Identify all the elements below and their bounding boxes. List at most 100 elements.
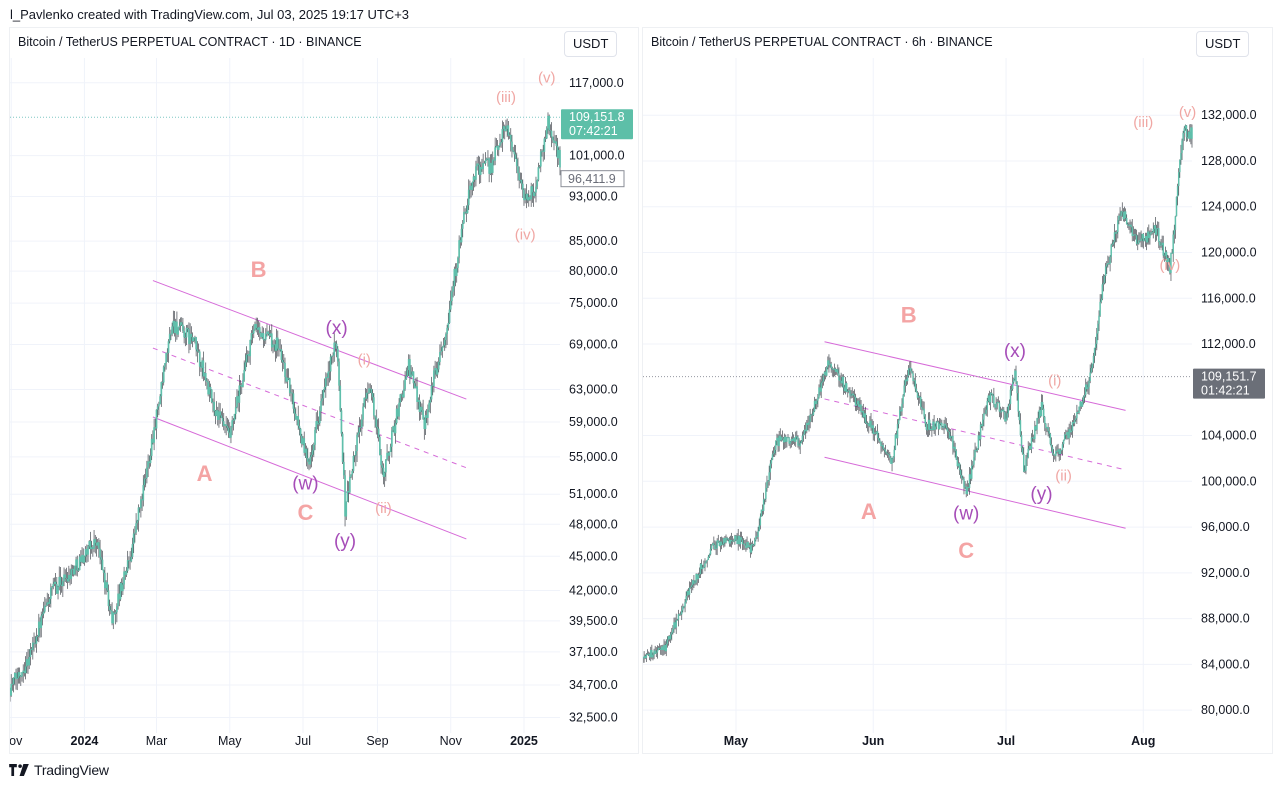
candle-body: [269, 333, 272, 336]
candle-body: [123, 571, 125, 585]
candle-body: [939, 422, 942, 424]
candle-body: [162, 366, 165, 383]
wave-label[interactable]: C: [297, 500, 313, 525]
candle-body: [999, 411, 1002, 413]
candle-body: [854, 396, 857, 406]
wave-label[interactable]: (iii): [1133, 114, 1153, 131]
candle-body: [340, 410, 343, 434]
candle-body: [1007, 405, 1010, 414]
candle-body: [338, 361, 340, 386]
wave-label[interactable]: (y): [334, 531, 356, 552]
candle-body: [657, 647, 660, 651]
wave-label[interactable]: A: [197, 461, 213, 486]
x-tick-label: May: [218, 734, 242, 748]
chart-canvas-1d[interactable]: 117,000.0 101,000.0 93,000.0 85,000.0 80,000…: [10, 28, 638, 753]
wave-label[interactable]: (v): [538, 70, 556, 87]
channel-line[interactable]: [824, 456, 1126, 529]
candle-body: [835, 369, 838, 372]
candle-body: [711, 543, 714, 546]
candle-body: [359, 427, 362, 429]
channel-line[interactable]: [824, 398, 1126, 471]
currency-button-1d[interactable]: USDT: [564, 31, 618, 57]
candle-body: [700, 563, 703, 570]
candle-body: [188, 329, 190, 345]
candle-body: [1039, 409, 1042, 417]
y-tick-label: 117,000.0: [569, 76, 624, 90]
candle-body: [1139, 240, 1141, 242]
wave-label[interactable]: (i): [1048, 373, 1061, 390]
wave-label[interactable]: (v): [1179, 104, 1197, 121]
tradingview-footer[interactable]: TradingView: [9, 761, 109, 779]
chart-canvas-6h[interactable]: 132,000.0 128,000.0 124,000.0 120,000.0 116,…: [643, 28, 1272, 753]
candle-body: [490, 162, 493, 173]
candle-body: [178, 325, 181, 328]
wave-label[interactable]: (w): [292, 474, 318, 495]
candle-body: [775, 440, 777, 450]
wave-label[interactable]: C: [958, 538, 974, 563]
wave-label[interactable]: (iv): [515, 226, 536, 243]
candle-body: [440, 351, 442, 352]
candle-body: [1065, 434, 1067, 436]
candle-body: [1072, 421, 1075, 424]
candle-body: [692, 580, 694, 586]
candle-body: [896, 424, 899, 439]
candle-body: [1160, 245, 1162, 246]
candle-body: [779, 435, 781, 441]
candle-body: [1045, 423, 1047, 429]
wave-label[interactable]: (i): [358, 351, 371, 368]
candle-body: [1044, 417, 1046, 424]
wave-label[interactable]: (ii): [1055, 468, 1072, 485]
candle-body: [897, 420, 900, 425]
candle-body: [1036, 418, 1038, 430]
candle-body: [925, 423, 928, 430]
channel-line[interactable]: [152, 280, 467, 400]
candle-body: [1049, 433, 1052, 445]
x-tick-label: Jun: [862, 734, 884, 748]
candle-body: [98, 542, 100, 549]
candle-body: [1176, 186, 1179, 197]
candle-body: [844, 383, 847, 392]
candle-body: [401, 394, 404, 398]
wave-label[interactable]: (ii): [375, 500, 392, 517]
candle-body: [885, 452, 888, 454]
wave-label[interactable]: B: [901, 302, 917, 327]
candle-body: [847, 391, 849, 392]
candle-body: [31, 642, 34, 650]
x-tick-label: Nov: [440, 734, 463, 748]
candle-body: [1152, 228, 1155, 233]
candle-body: [961, 475, 963, 479]
wave-label[interactable]: B: [251, 257, 267, 282]
candle-body: [202, 360, 205, 377]
candle-body: [1069, 429, 1071, 433]
wave-label[interactable]: (y): [1030, 484, 1052, 505]
candle-body: [1077, 411, 1079, 413]
channel-line[interactable]: [152, 416, 467, 540]
candle-body: [496, 145, 499, 150]
wave-label[interactable]: (x): [326, 318, 348, 339]
candle-body: [80, 556, 82, 562]
candle-body: [1023, 454, 1025, 472]
chart-panel-6h[interactable]: 132,000.0 128,000.0 124,000.0 120,000.0 116,…: [642, 27, 1273, 754]
channel-line[interactable]: [824, 341, 1126, 411]
wave-label[interactable]: (x): [1004, 341, 1026, 362]
candle-body: [1180, 153, 1182, 160]
wave-label[interactable]: A: [861, 499, 877, 524]
candle-body: [210, 389, 213, 403]
currency-button-6h[interactable]: USDT: [1196, 31, 1250, 57]
candle-body: [415, 386, 417, 389]
candle-body: [93, 539, 95, 549]
candle-body: [481, 166, 483, 170]
candle-body: [65, 577, 68, 579]
candle-body: [445, 334, 447, 340]
candle-body: [413, 383, 416, 389]
wave-label[interactable]: (w): [953, 503, 979, 524]
candle-body: [55, 584, 58, 594]
chart-panel-1d[interactable]: 117,000.0 101,000.0 93,000.0 85,000.0 80,000…: [9, 27, 639, 754]
wave-label[interactable]: (iii): [496, 89, 516, 106]
wave-label[interactable]: (iv): [1159, 257, 1180, 274]
candle-body: [941, 422, 943, 428]
candle-body: [1016, 381, 1018, 394]
candle-body: [238, 385, 241, 403]
candle-body: [1030, 437, 1033, 450]
candle-body: [232, 420, 235, 422]
